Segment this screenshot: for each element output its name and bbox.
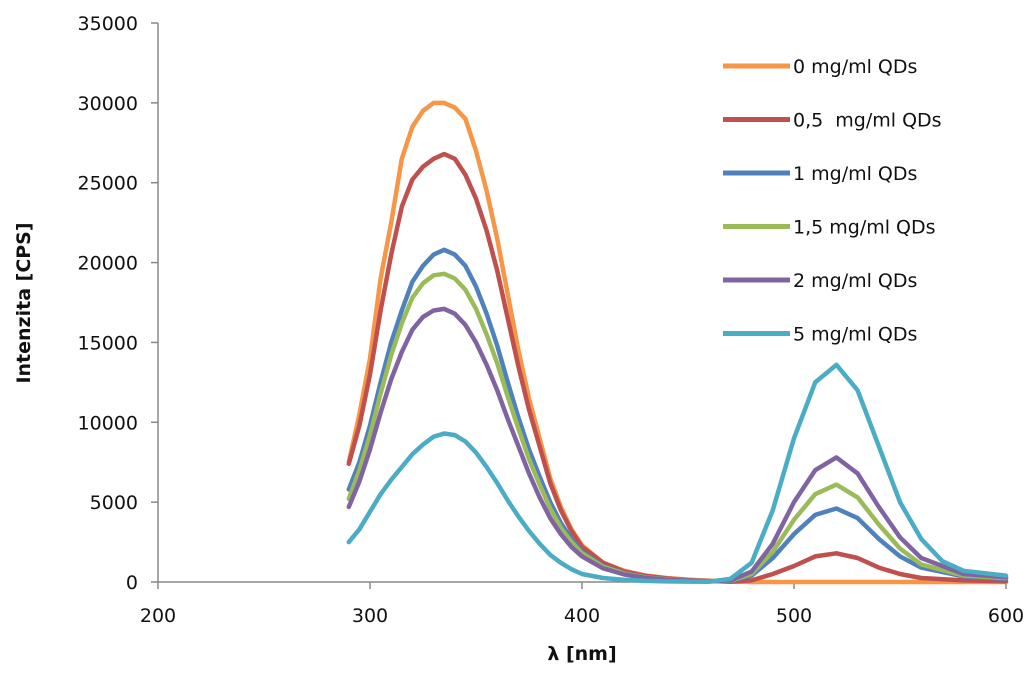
series-line-4 — [346, 271, 1009, 584]
x-ticks: 200 300 400 500 600 — [140, 582, 1024, 627]
x-tick-label: 500 — [776, 605, 812, 627]
legend-label-3: 1 mg/ml QDs — [793, 163, 917, 185]
legend-label-6: 5 mg/ml QDs — [793, 324, 917, 346]
y-tick-label: 0 — [126, 572, 138, 594]
y-ticks: 0 5000 10000 15000 20000 25000 30000 35000 — [78, 13, 158, 594]
y-tick-label: 5000 — [90, 492, 138, 514]
legend-label-1: 0 mg/ml QDs — [793, 56, 917, 78]
y-tick-label: 30000 — [78, 93, 138, 115]
x-axis-title: λ [nm] — [547, 643, 616, 665]
legend-label-5: 2 mg/ml QDs — [793, 270, 917, 292]
x-tick-label: 300 — [352, 605, 388, 627]
series-line-6 — [346, 362, 1009, 584]
x-tick-label: 400 — [564, 605, 600, 627]
y-tick-label: 35000 — [78, 13, 138, 35]
legend: 0 mg/ml QDs 0,5 mg/ml QDs 1 mg/ml QDs 1,5 m… — [723, 56, 942, 346]
series-line-5 — [346, 306, 1009, 584]
y-axis-title: Intenzita [CPS] — [13, 222, 35, 383]
series-line-2 — [346, 151, 1009, 584]
y-tick-label: 10000 — [78, 412, 138, 434]
x-tick-label: 600 — [988, 605, 1024, 627]
x-tick-label: 200 — [140, 605, 176, 627]
axes: 0 5000 10000 15000 20000 25000 30000 35000 200 3… — [78, 13, 1025, 627]
y-tick-label: 20000 — [78, 253, 138, 275]
series-layer — [346, 100, 1009, 585]
series-line-3 — [346, 247, 1009, 584]
y-tick-label: 15000 — [78, 332, 138, 354]
legend-label-2: 0,5 mg/ml QDs — [793, 110, 942, 132]
legend-label-4: 1,5 mg/ml QDs — [793, 217, 936, 239]
y-tick-label: 25000 — [78, 173, 138, 195]
